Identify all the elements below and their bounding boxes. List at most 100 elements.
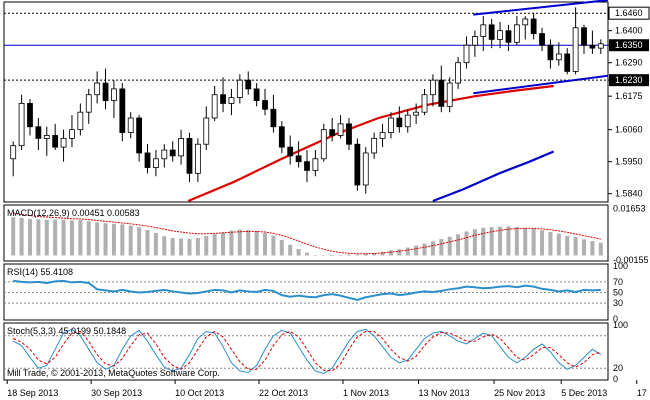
candle-body [480, 24, 487, 37]
x-tick-label: 17 Dec 2013 [637, 388, 650, 398]
candle [430, 74, 436, 107]
candle [85, 88, 92, 124]
macd-bar [128, 225, 133, 256]
macd-bar [36, 219, 41, 256]
candle [203, 106, 210, 151]
macd-bar [229, 230, 234, 256]
candle [304, 150, 310, 183]
candle-body [287, 146, 294, 157]
x-tick-label: 10 Oct 2013 [175, 388, 224, 398]
macd-bar [53, 219, 58, 256]
candle-body [329, 129, 336, 136]
candle [295, 141, 302, 168]
macd-bar [288, 244, 293, 256]
candle [43, 126, 50, 156]
candle-body [194, 143, 201, 174]
macd-bar [263, 232, 268, 256]
macd-bar [565, 235, 570, 256]
stoch-panel [3, 322, 609, 381]
candle-body [253, 88, 260, 101]
trendline-0 [473, 0, 609, 16]
macd-layer [11, 212, 603, 256]
candle-body [178, 137, 184, 157]
price-level-badge [609, 74, 649, 87]
candle-body [245, 79, 252, 90]
macd-bar [573, 237, 578, 256]
candle [320, 123, 327, 162]
macd-bar [237, 229, 242, 256]
candle-body [161, 149, 168, 160]
macd-bar [531, 228, 536, 256]
candle [94, 71, 101, 104]
copyright-text: Mill Trade, © 2001-2013, MetaQuotes Soft… [7, 368, 220, 378]
candle [119, 83, 126, 142]
macd-bar [388, 250, 393, 256]
stoch-tick-label: 100 [613, 320, 628, 330]
macd-bar [111, 224, 116, 256]
candle-body [488, 24, 495, 40]
candle-body [581, 27, 587, 46]
candle [513, 16, 520, 46]
candle [421, 88, 428, 116]
price-tick-label: 1.6230 [615, 75, 643, 85]
rsi-tick-label: 70 [613, 277, 623, 287]
macd-bar [556, 233, 561, 256]
macd-bar [145, 230, 150, 256]
moving-average-0 [187, 84, 554, 203]
macd-bar [44, 219, 49, 256]
candle [522, 16, 529, 40]
macd-bar [363, 253, 368, 256]
rsi-line [13, 279, 601, 301]
candle-body [438, 79, 445, 107]
candle-body [77, 111, 84, 131]
x-tick-label: 1 Nov 2013 [343, 388, 389, 398]
candle [463, 36, 470, 69]
x-tick-label: 5 Dec 2013 [561, 388, 607, 398]
macd-bar [246, 230, 251, 256]
candle-body [388, 117, 394, 133]
candle-body [236, 79, 243, 99]
macd-bar [523, 227, 528, 256]
candle [102, 68, 109, 110]
rsi-tick-label: 50 [613, 288, 623, 298]
macd-bar [506, 226, 511, 256]
macd-bar [19, 217, 24, 256]
candle-body [119, 88, 126, 133]
macd-bar [514, 226, 519, 256]
candle-body [421, 94, 428, 113]
macd-bar [162, 236, 167, 256]
macd-bar [338, 254, 343, 256]
candle-body [169, 149, 176, 157]
candle [27, 99, 33, 136]
macd-bar [498, 226, 503, 256]
candle [127, 112, 134, 139]
macd-bar [27, 219, 32, 256]
candle-body [35, 126, 42, 139]
macd-bar [430, 241, 435, 256]
candle-body [27, 103, 33, 128]
candle [346, 118, 352, 151]
candle-body [111, 88, 117, 101]
candle [539, 27, 545, 52]
candle [572, 7, 579, 75]
macd-bar [95, 222, 100, 256]
candle [530, 13, 537, 40]
candle-body [547, 44, 554, 61]
candle [52, 123, 59, 151]
macd-bar [204, 235, 209, 256]
x-tick-label: 13 Nov 2013 [419, 388, 470, 398]
candle [471, 30, 478, 57]
candle-body [270, 108, 277, 128]
macd-bar [195, 237, 200, 256]
candle [60, 129, 67, 162]
rsi-title: RSI(14) 55.4108 [7, 267, 73, 277]
candle [581, 24, 587, 54]
candle [178, 129, 184, 165]
macd-bar [179, 238, 184, 256]
candle [564, 48, 571, 75]
candle-body [69, 129, 75, 139]
candle-body [312, 158, 319, 171]
candle [18, 94, 25, 151]
macd-bar [103, 223, 108, 256]
macd-bar [330, 255, 335, 256]
